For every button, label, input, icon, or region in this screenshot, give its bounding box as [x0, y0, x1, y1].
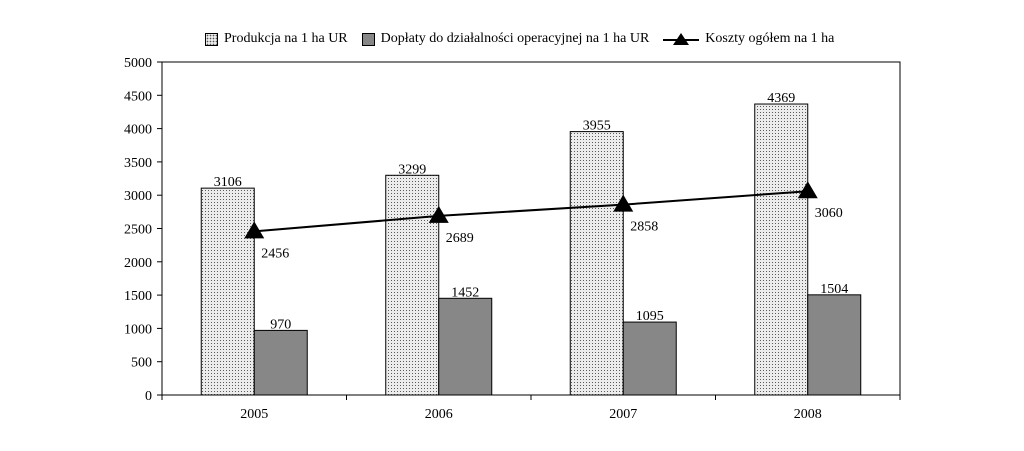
data-label-doplaty: 1504 [820, 282, 848, 297]
dotted-swatch-icon [205, 32, 218, 46]
data-label-koszty: 2689 [446, 231, 474, 246]
x-tick-label: 2008 [794, 407, 822, 422]
y-tick-label: 4500 [124, 89, 152, 104]
y-tick-label: 3500 [124, 156, 152, 171]
bar-doplaty [622, 321, 677, 396]
data-label-produkcja: 3106 [214, 175, 242, 190]
y-tick-label: 1000 [124, 322, 152, 337]
bar-doplaty [253, 329, 308, 396]
bar-produkcja [754, 103, 809, 396]
y-tick-label: 2000 [124, 256, 152, 271]
y-tick-label: 1500 [124, 289, 152, 304]
x-tick-label: 2005 [240, 407, 268, 422]
marker-koszty [797, 181, 818, 199]
y-tick-label: 3000 [124, 189, 152, 204]
data-label-koszty: 3060 [815, 206, 843, 221]
triangle-line-icon [663, 33, 700, 45]
y-tick-label: 4000 [124, 123, 152, 138]
y-tick-label: 0 [145, 389, 152, 404]
legend-item-doplaty: Dopłaty do działalności operacyjnej na 1… [361, 31, 650, 47]
legend: Produkcja na 1 ha UR Dopłaty do działaln… [205, 29, 848, 49]
bar-doplaty [438, 297, 493, 396]
data-label-doplaty: 1095 [636, 309, 664, 324]
data-label-koszty: 2456 [261, 246, 289, 261]
y-tick-label: 500 [131, 356, 152, 371]
marker-koszty [244, 221, 265, 239]
data-label-doplaty: 970 [270, 317, 291, 332]
x-tick-label: 2006 [425, 407, 453, 422]
x-tick-label: 2007 [609, 407, 637, 422]
y-tick-label: 2500 [124, 223, 152, 238]
legend-item-produkcja: Produkcja na 1 ha UR [205, 31, 348, 47]
data-label-produkcja: 3955 [583, 119, 611, 134]
legend-label-koszty: Koszty ogółem na 1 ha [705, 31, 835, 46]
data-label-produkcja: 3299 [398, 162, 426, 177]
bar-produkcja [569, 131, 624, 396]
data-label-doplaty: 1452 [451, 285, 479, 300]
legend-item-koszty: Koszty ogółem na 1 ha [663, 31, 834, 47]
series-line-koszty [254, 190, 808, 233]
marker-koszty [428, 205, 449, 223]
bar-doplaty [807, 294, 862, 396]
bar-produkcja [200, 187, 255, 396]
gray-swatch-icon [361, 32, 375, 46]
data-label-koszty: 2858 [630, 220, 658, 235]
marker-koszty [613, 194, 634, 212]
bar-produkcja [385, 174, 440, 396]
y-tick-label: 5000 [124, 56, 152, 71]
data-label-produkcja: 4369 [767, 91, 795, 106]
legend-label-produkcja: Produkcja na 1 ha UR [224, 31, 348, 46]
legend-label-doplaty: Dopłaty do działalności operacyjnej na 1… [380, 31, 650, 46]
